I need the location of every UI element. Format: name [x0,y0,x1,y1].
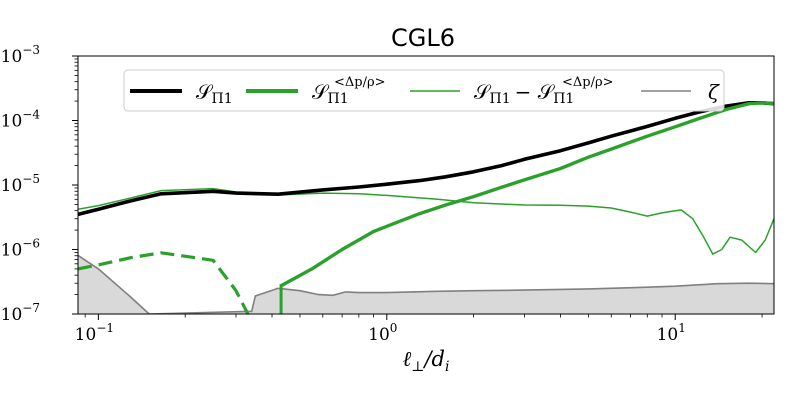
y-tick-label: 10−5 [1,172,40,196]
legend: 𝒮Π1 𝒮Π1 <Δp/ρ> 𝒮Π1− 𝒮Π1 <Δp/ρ> ζ [123,69,725,112]
series-s-pi1-dp-negative [78,251,250,314]
y-tick-label: 10−7 [1,301,40,325]
series-s-pi1-minus-dp [78,187,774,255]
y-tick-label: 10−3 [1,43,40,67]
x-axis-label: ℓ⊥/di [403,347,450,375]
legend-label-zeta: ζ [708,80,720,104]
axes-ticks [72,55,763,320]
legend-label-s-pi1-minus: 𝒮Π1− 𝒮Π1 [474,80,574,107]
x-tick-label: 100 [368,321,397,345]
legend-label-s-pi1-minus-sup: <Δp/ρ> [562,75,614,90]
series-s-pi1 [78,101,774,217]
x-tick-label: 10−1 [75,321,114,345]
legend-label-s-pi1-dp: 𝒮Π1 [312,80,349,107]
legend-label-s-pi1-dp-sup: <Δp/ρ> [334,75,386,90]
y-tick-label: 10−4 [1,108,41,132]
chart-title: CGL6 [391,24,455,52]
x-tick-label: 101 [657,321,686,345]
zeta-line [78,254,774,314]
y-tick-label: 10−6 [1,237,40,261]
plot-frame [77,55,775,315]
zeta-area [78,255,774,314]
plot-area [78,101,774,314]
legend-label-s-pi1: 𝒮Π1 [196,80,233,107]
